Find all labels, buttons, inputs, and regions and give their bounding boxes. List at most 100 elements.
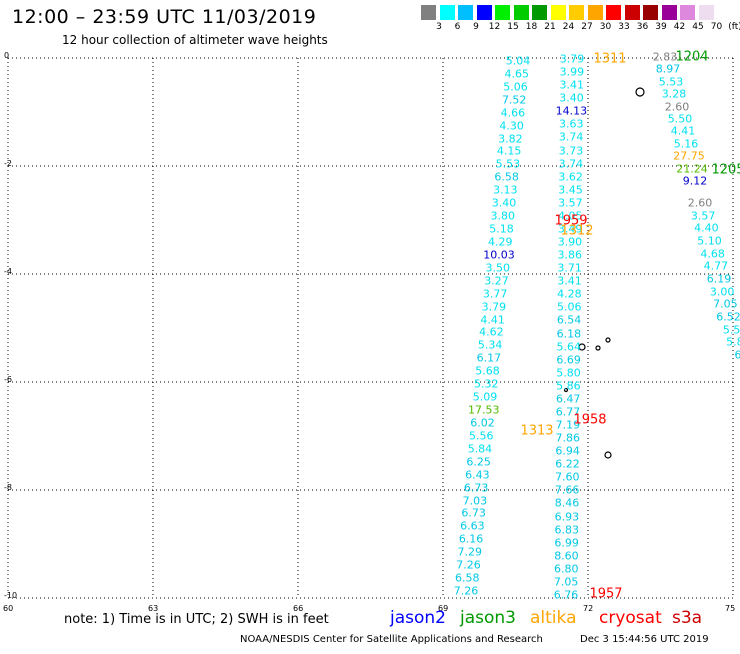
wave-height-value: 3.80: [491, 210, 516, 223]
latitude-label: 0: [4, 51, 9, 60]
latitude-label: -10: [4, 591, 17, 600]
wave-height-value: 3.74: [559, 157, 584, 170]
wave-height-value: 6.76: [554, 589, 579, 602]
wave-height-value: 4.77: [704, 260, 729, 273]
wave-height-value: 6.99: [554, 536, 579, 549]
wave-height-value: 8.60: [554, 549, 579, 562]
satellite-legend-jason2: jason2: [390, 608, 446, 628]
wave-height-value: 3.45: [558, 183, 583, 196]
satellite-legend-s3a: s3a: [672, 608, 702, 628]
pass-time-label: 1957: [589, 587, 622, 602]
wave-height-value: 3.63: [559, 118, 584, 131]
wave-height-value: 5.8: [726, 336, 740, 349]
latitude-label: -6: [4, 375, 12, 384]
wave-height-value: 5.86: [556, 379, 581, 392]
wave-height-value: 2.83: [653, 51, 678, 64]
wave-height-value: 7.03: [463, 494, 488, 507]
longitude-label: 72: [583, 604, 593, 613]
wave-height-value: 5.04: [506, 55, 531, 68]
coastline-island: [605, 452, 611, 458]
wave-height-value: 6.47: [556, 392, 581, 405]
wave-height-value: 3.28: [662, 88, 687, 101]
wave-height-value: 6: [735, 349, 740, 362]
wave-height-value: 6.19: [707, 273, 732, 286]
wave-height-value: 6.73: [461, 507, 486, 520]
satellite-legend-altika: altika: [530, 608, 577, 628]
wave-height-value: 4.41: [480, 313, 505, 326]
wave-height-value: 4.30: [499, 119, 524, 132]
wave-height-value: 3.41: [559, 79, 584, 92]
wave-height-value: 5.09: [473, 391, 498, 404]
wave-height-value: 3.73: [559, 144, 584, 157]
wave-height-value: 9.12: [683, 175, 708, 188]
wave-height-value: 6.52: [716, 311, 740, 324]
wave-height-value: 5.34: [478, 339, 503, 352]
wave-height-value: 17.53: [468, 404, 500, 417]
wave-height-value: 6.16: [459, 533, 484, 546]
pass-time-label: 1205: [711, 163, 740, 178]
generation-timestamp: Dec 3 15:44:56 UTC 2019: [580, 634, 709, 645]
latitude-label: -2: [4, 159, 12, 168]
wave-height-value: 3.00: [710, 285, 735, 298]
wave-height-value: 21.24: [676, 162, 708, 175]
wave-height-value: 5.06: [503, 80, 528, 93]
footer-note: note: 1) Time is in UTC; 2) SWH is in fe…: [64, 612, 329, 627]
wave-height-value: 3.27: [484, 274, 509, 287]
wave-height-value: 8.97: [656, 63, 681, 76]
wave-height-value: 7.26: [454, 585, 479, 598]
satellite-legend-jason3: jason3: [460, 608, 516, 628]
wave-height-value: 5.5: [723, 323, 740, 336]
wave-height-value: 6.83: [554, 523, 579, 536]
wave-height-value: 4.40: [694, 222, 719, 235]
wave-height-value: 3.57: [691, 209, 716, 222]
wave-height-value: 4.41: [671, 125, 696, 138]
wave-height-value: 5.50: [668, 113, 693, 126]
wave-height-value: 3.57: [558, 196, 583, 209]
latitude-label: -4: [4, 267, 12, 276]
wave-height-value: 4.28: [557, 288, 582, 301]
coastline-island: [606, 338, 610, 342]
wave-height-value: 6.18: [557, 327, 582, 340]
wave-height-value: 27.75: [673, 150, 705, 163]
wave-height-value: 4.29: [488, 235, 513, 248]
wave-height-value: 6.93: [555, 510, 580, 523]
longitude-label: 75: [725, 604, 735, 613]
wave-height-value: 6.54: [557, 314, 582, 327]
longitude-label: 60: [3, 604, 13, 613]
wave-height-value: 5.16: [674, 137, 699, 150]
wave-height-value: 3.40: [492, 197, 517, 210]
wave-height-value: 3.71: [557, 262, 582, 275]
wave-height-value: 6.94: [555, 445, 580, 458]
wave-height-value: 5.18: [489, 223, 514, 236]
wave-height-value: 6.73: [464, 481, 489, 494]
wave-height-value: 4.65: [504, 67, 529, 80]
wave-height-value: 3.62: [558, 170, 583, 183]
wave-height-value: 5.53: [496, 158, 521, 171]
wave-height-value: 6.63: [460, 520, 485, 533]
wave-height-value: 3.79: [560, 53, 585, 66]
satellite-legend-cryosat: cryosat: [599, 608, 662, 628]
pass-time-label: 1312: [560, 224, 593, 239]
wave-height-value: 7.52: [502, 93, 527, 106]
latitude-label: -8: [4, 483, 12, 492]
wave-height-value: 5.56: [469, 429, 494, 442]
wave-height-value: 7.26: [456, 559, 481, 572]
wave-height-value: 7.60: [555, 471, 580, 484]
wave-height-value: 3.40: [559, 92, 584, 105]
pass-time-label: 1311: [593, 52, 626, 67]
wave-height-value: 2.60: [688, 197, 713, 210]
credit-text: NOAA/NESDIS Center for Satellite Applica…: [240, 634, 543, 645]
wave-height-value: 3.50: [485, 261, 510, 274]
wave-height-value: 6.69: [556, 353, 581, 366]
wave-height-value: 4.62: [479, 326, 504, 339]
wave-height-value: 14.13: [556, 105, 588, 118]
wave-height-value: 6.22: [555, 458, 580, 471]
wave-height-value: 7.05: [713, 298, 738, 311]
coastline-island: [636, 88, 644, 96]
wave-height-value: 5.53: [659, 75, 684, 88]
pass-time-label: 1204: [675, 50, 708, 65]
wave-height-value: 7.29: [458, 546, 483, 559]
wave-height-value: 3.99: [560, 66, 585, 79]
